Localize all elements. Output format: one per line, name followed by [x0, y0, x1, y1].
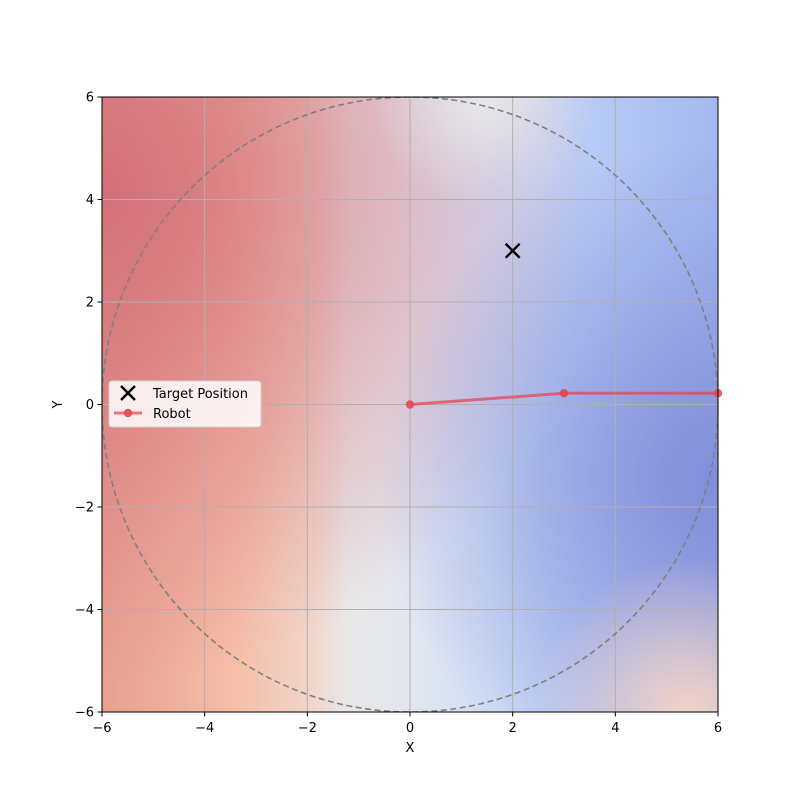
y-tick-label: 6 — [86, 91, 94, 106]
legend-label-robot: Robot — [153, 407, 191, 422]
y-tick-label: 4 — [86, 193, 94, 208]
robot-joint-point — [559, 389, 569, 398]
series — [405, 242, 723, 409]
y-tick-label: −6 — [75, 706, 94, 721]
robot-joint-point — [405, 400, 415, 409]
y-tick-label: −4 — [75, 603, 94, 618]
axis-labels: X Y — [51, 400, 415, 756]
x-tick-label: 4 — [611, 721, 619, 736]
x-tick-label: −2 — [298, 721, 317, 736]
y-axis-label: Y — [51, 400, 66, 409]
legend-label-target: Target Position — [152, 387, 248, 402]
target-position-marker — [504, 242, 521, 259]
x-tick-label: −6 — [92, 721, 111, 736]
legend-line-marker-icon — [114, 408, 142, 418]
y-tick-label: −2 — [75, 501, 94, 516]
ticks: −6 −4 −2 0 2 4 6 −6 −4 −2 0 2 4 6 — [75, 91, 722, 737]
y-tick-label: 2 — [86, 296, 94, 311]
legend-target-x-icon — [120, 385, 136, 401]
x-axis-label: X — [406, 741, 415, 756]
legend-entry-target: Target Position — [120, 385, 248, 402]
y-tick-label: 0 — [86, 398, 94, 413]
x-tick-label: 0 — [406, 721, 414, 736]
legend-box — [108, 380, 262, 428]
x-tick-label: 2 — [509, 721, 517, 736]
x-tick-label: 6 — [714, 721, 722, 736]
x-tick-label: −4 — [195, 721, 214, 736]
legend: Target Position Robot — [108, 380, 262, 428]
legend-x-marker-icon — [120, 385, 136, 401]
legend-entry-robot: Robot — [114, 407, 191, 422]
